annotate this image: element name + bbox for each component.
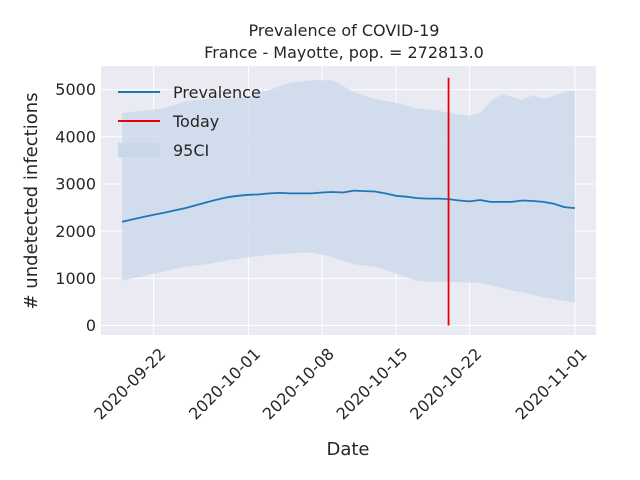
y-tick-labels: 0 1000 2000 3000 4000 5000 bbox=[55, 80, 96, 335]
legend: Prevalence Today 95CI bbox=[118, 83, 261, 160]
x-tick-label-4: 2020-10-22 bbox=[406, 344, 485, 423]
x-axis-label: Date bbox=[326, 439, 369, 460]
y-tick-label-4: 4000 bbox=[55, 127, 96, 146]
y-tick-label-1: 1000 bbox=[55, 269, 96, 288]
y-tick-label-0: 0 bbox=[86, 316, 96, 335]
legend-today-label: Today bbox=[172, 112, 219, 131]
line-layer bbox=[121, 189, 575, 223]
chart-subtitle: France - Mayotte, pop. = 272813.0 bbox=[204, 43, 484, 62]
x-tick-label-0: 2020-09-22 bbox=[90, 344, 169, 423]
y-tick-label-5: 5000 bbox=[55, 80, 96, 99]
y-axis-label: # undetected infections bbox=[21, 92, 42, 309]
x-tick-labels: 2020-09-22 2020-10-012020-10-082020-10-15… bbox=[90, 344, 590, 423]
legend-prevalence-label: Prevalence bbox=[173, 83, 261, 102]
legend-ci-label: 95CI bbox=[173, 141, 209, 160]
chart-title: Prevalence of COVID-19 bbox=[249, 21, 440, 40]
prevalence-line bbox=[121, 189, 575, 223]
y-tick-label-3: 3000 bbox=[55, 175, 96, 194]
x-tick-label-1: 2020-10-01 bbox=[185, 344, 264, 423]
legend-ci-swatch bbox=[118, 143, 160, 157]
x-tick-label-2: 2020-10-08 bbox=[259, 344, 338, 423]
x-tick-label-5: 2020-11-01 bbox=[511, 344, 590, 423]
x-tick-label-3: 2020-10-15 bbox=[332, 344, 411, 423]
y-tick-label-2: 2000 bbox=[55, 222, 96, 241]
